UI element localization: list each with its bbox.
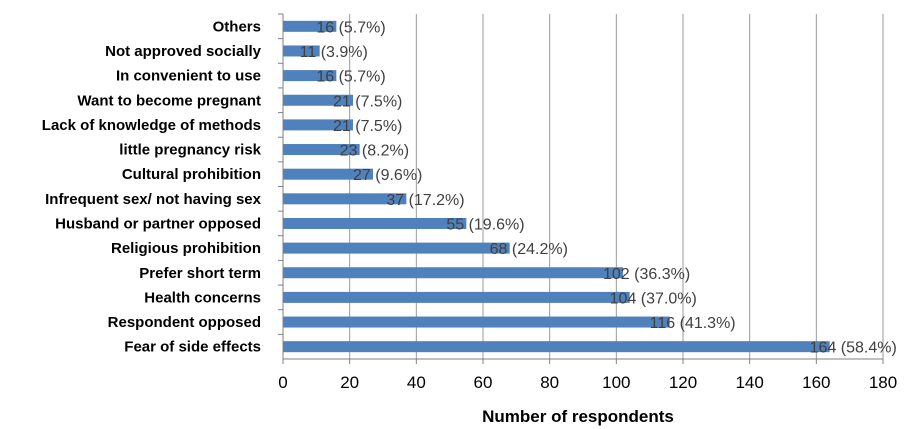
data-label-6: 27 (9.6%) (353, 167, 422, 184)
data-labels: 16 (5.7%) 11 (3.9%) 16 (5.7%) 21 (7.5%) 21 (… (300, 19, 897, 356)
category-label-9: Religious prohibition (111, 240, 261, 257)
bar-10 (283, 267, 623, 279)
data-label-3: 21 (7.5%) (333, 93, 402, 110)
bar-4 (283, 119, 353, 131)
category-label-10: Prefer short term (139, 265, 261, 282)
x-tick-label-0: 0 (278, 373, 287, 392)
bar-13 (283, 341, 830, 353)
bar-11 (283, 291, 630, 303)
category-label-5: little pregnancy risk (119, 142, 261, 159)
bar-2 (283, 70, 337, 82)
category-label-13: Fear of side effects (124, 339, 261, 356)
data-label-12: 116 (41.3%) (650, 315, 736, 332)
bar-1 (283, 45, 320, 57)
x-tick-label-20: 20 (340, 373, 359, 392)
bar-7 (283, 193, 407, 205)
bar-3 (283, 94, 353, 106)
data-label-13: 164 (58.4%) (810, 340, 897, 357)
x-tick-label-60: 60 (474, 373, 493, 392)
gridlines (278, 13, 884, 364)
category-label-1: Not approved socially (105, 43, 262, 60)
x-axis-title: Number of respondents (482, 407, 674, 426)
data-label-2: 16 (5.7%) (316, 69, 385, 86)
data-label-5: 23 (8.2%) (340, 143, 409, 160)
x-tick-label-80: 80 (540, 373, 559, 392)
bar-12 (283, 316, 670, 328)
x-tick-label-120: 120 (669, 373, 697, 392)
x-tick-labels: 0 20 40 60 80 100 120 140 160 180 (278, 373, 897, 392)
category-label-8: Husband or partner opposed (55, 215, 261, 232)
data-label-0: 16 (5.7%) (316, 19, 385, 36)
x-tick-label-100: 100 (602, 373, 630, 392)
category-label-11: Health concerns (144, 289, 261, 306)
bar-6 (283, 168, 373, 180)
data-label-10: 102 (36.3%) (603, 266, 690, 283)
data-label-4: 21 (7.5%) (333, 118, 402, 135)
x-tick-label-140: 140 (735, 373, 763, 392)
x-tick-label-160: 160 (802, 373, 830, 392)
bar-8 (283, 217, 467, 229)
bar-5 (283, 144, 360, 156)
data-label-11: 104 (37.0%) (610, 290, 697, 307)
x-tick-label-40: 40 (407, 373, 426, 392)
category-label-4: Lack of knowledge of methods (42, 117, 261, 134)
data-label-1: 11 (3.9%) (300, 44, 368, 61)
category-label-12: Respondent opposed (108, 314, 261, 331)
data-label-8: 55 (19.6%) (446, 216, 524, 233)
category-label-7: Infrequent sex/ not having sex (45, 191, 262, 208)
category-label-0: Others (213, 18, 261, 35)
data-label-9: 68 (24.2%) (490, 241, 568, 258)
category-label-3: Want to become pregnant (77, 92, 261, 109)
category-labels: Others Not approved socially In convenient… (42, 18, 262, 355)
category-label-6: Cultural prohibition (122, 166, 261, 183)
x-tick-label-180: 180 (869, 373, 897, 392)
bars (283, 20, 830, 353)
category-label-2: In convenient to use (116, 68, 261, 85)
bar-9 (283, 242, 510, 254)
bar-0 (283, 20, 337, 32)
data-label-7: 37 (17.2%) (386, 192, 464, 209)
